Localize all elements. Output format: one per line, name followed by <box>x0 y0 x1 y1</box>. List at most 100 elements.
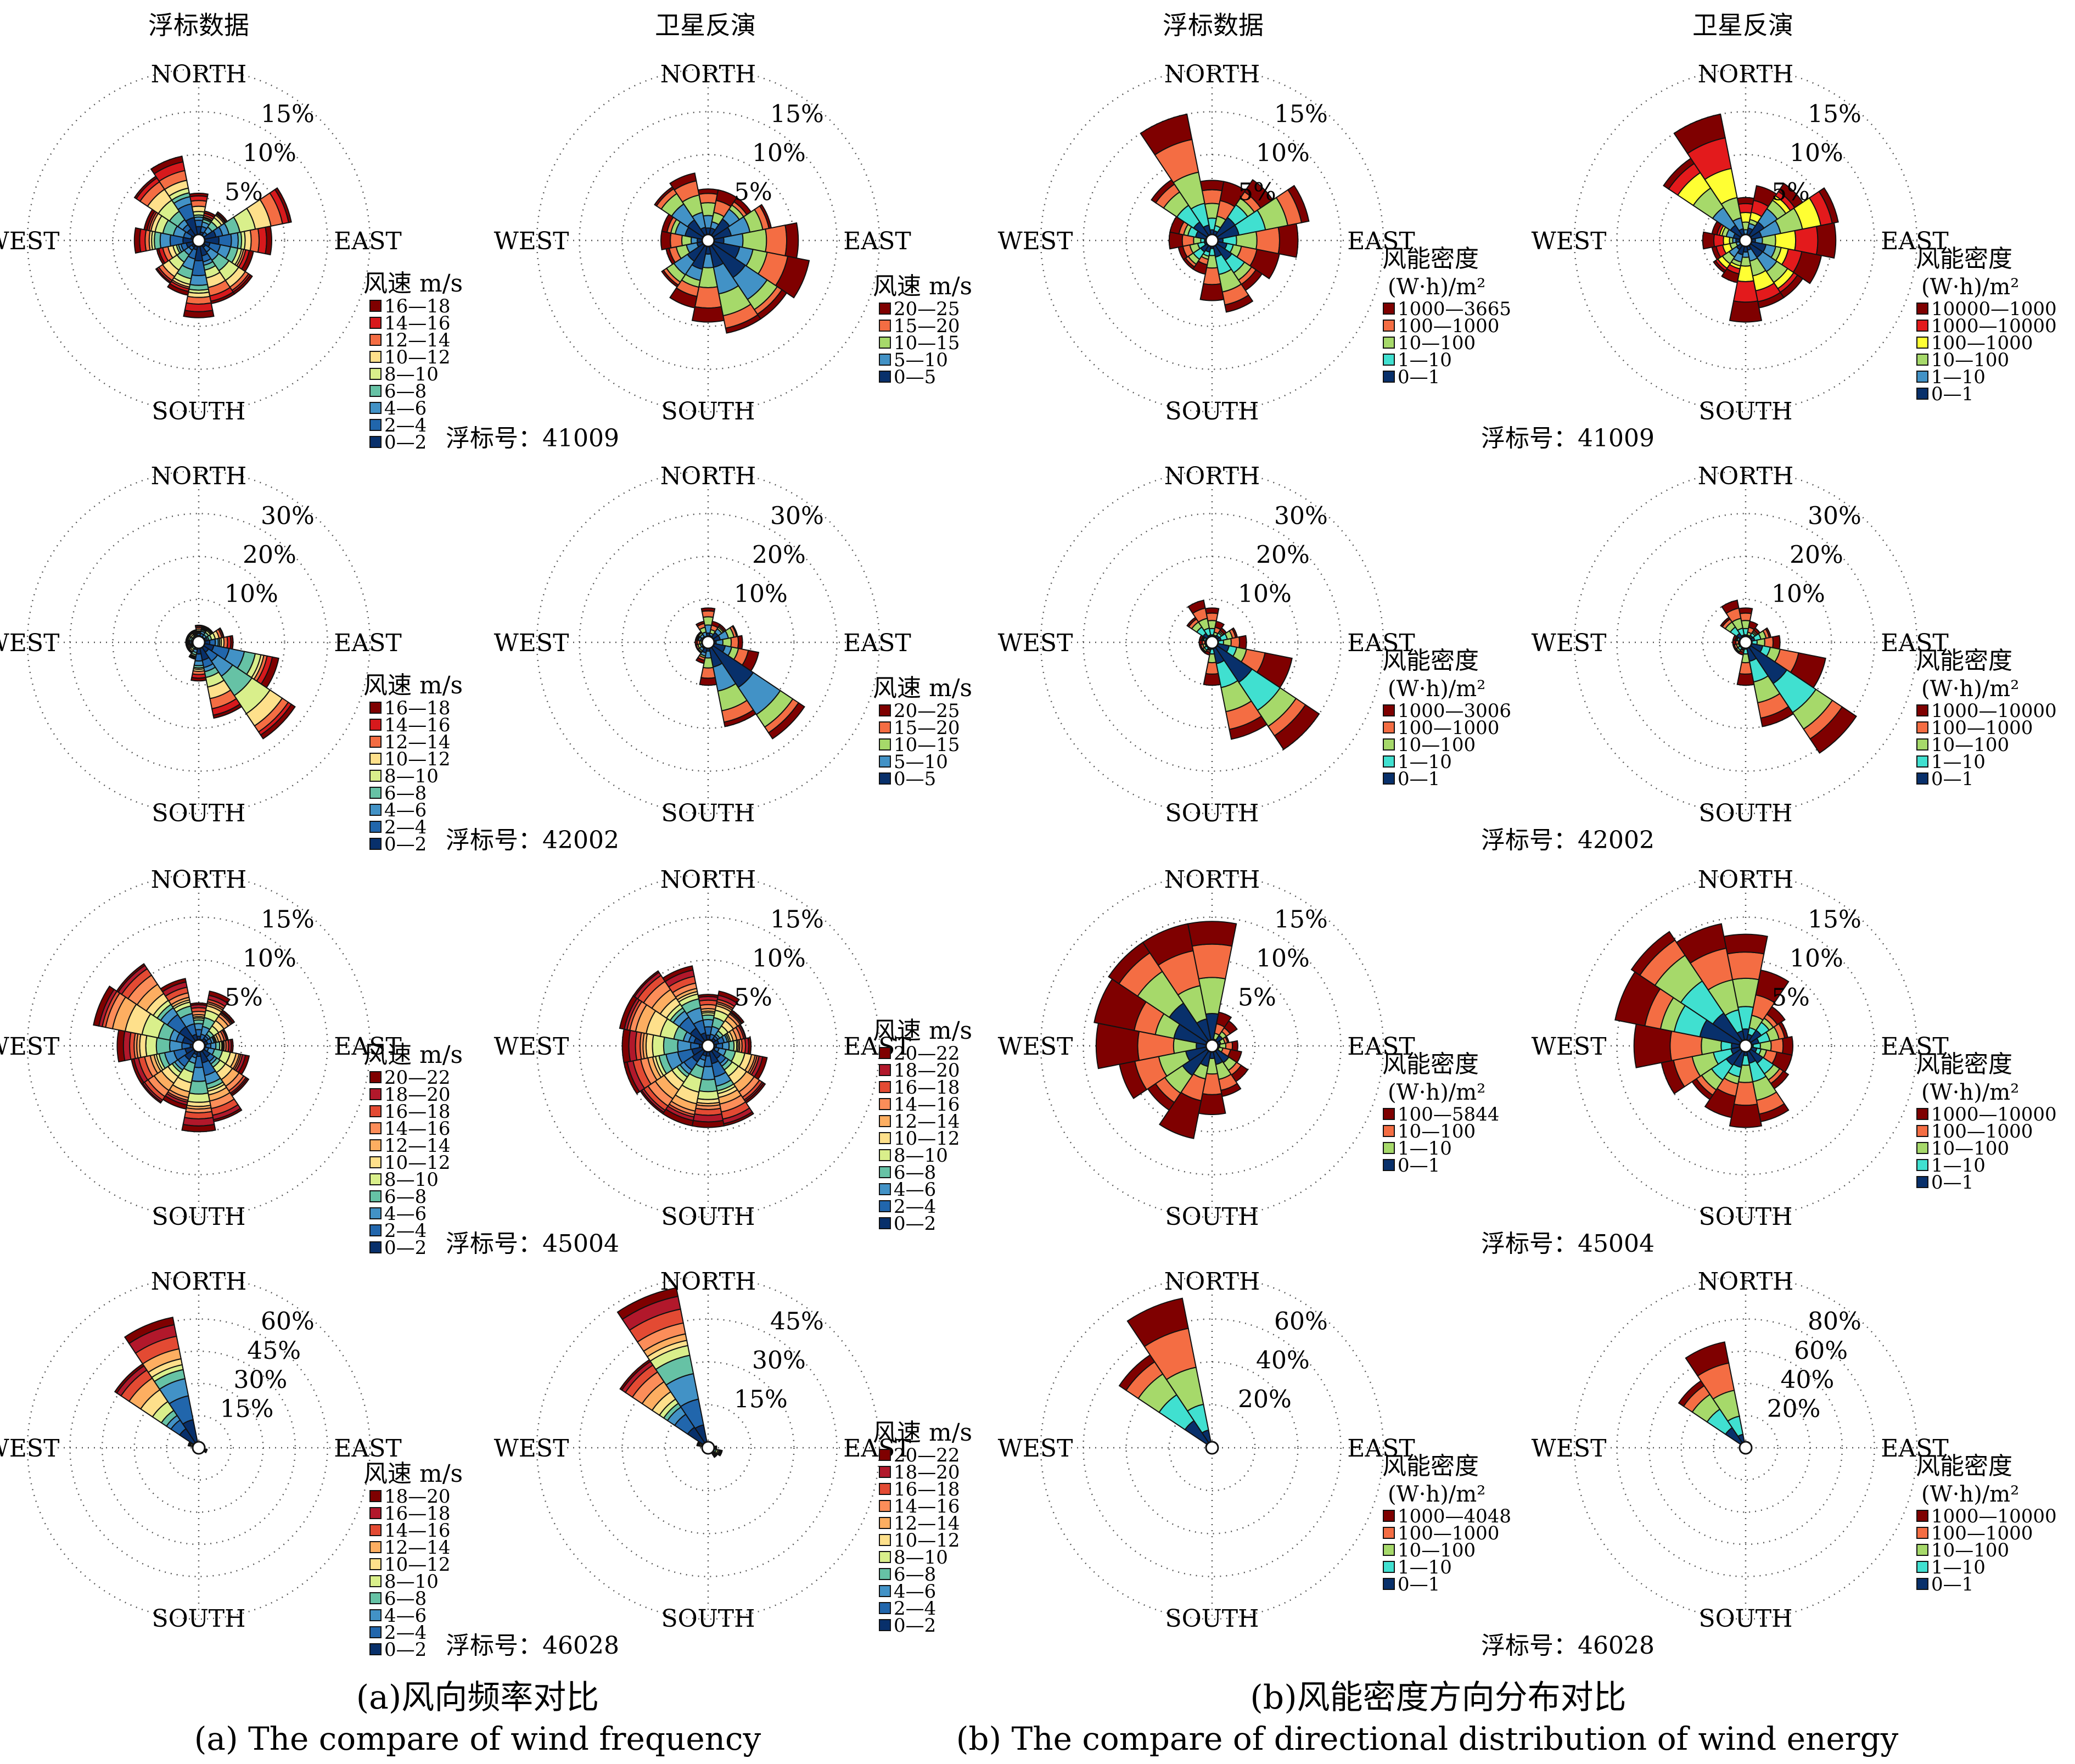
bar-dir10-bin0 <box>155 267 172 284</box>
bar-dir3-bin0 <box>1287 184 1310 223</box>
legend-swatch <box>369 1224 382 1236</box>
legend-label: 20—22 <box>894 1043 960 1065</box>
legend-swatch <box>369 1541 382 1553</box>
dir-east: EAST <box>843 1435 911 1463</box>
rose-41009-1: 5% 10% 15% NORTH SOUTH WEST EAST 风速 m/s16—1814—… <box>0 60 463 453</box>
legend-title: 风能密度 <box>1916 1452 2012 1480</box>
legend-title: 风能密度 <box>1916 245 2012 273</box>
legend-swatch <box>1383 1510 1395 1522</box>
legend-swatch <box>879 738 891 751</box>
legend-label: 1000—3665 <box>1398 298 1511 320</box>
bar-dir8-bin6 <box>189 274 209 286</box>
ring-label: 60% <box>1274 1308 1328 1336</box>
legend-swatch <box>879 1183 891 1195</box>
bar-dir0-bin0 <box>1736 197 1755 205</box>
legend-swatch <box>369 1643 382 1655</box>
grid-ring <box>69 111 328 370</box>
legend-title: 风能密度 <box>1382 1452 1479 1480</box>
dir-east: EAST <box>1881 629 1948 657</box>
ring-label: 10% <box>752 139 806 167</box>
legend-swatch <box>879 1602 891 1614</box>
ring-label: 10% <box>1238 580 1292 608</box>
ring-label: 15% <box>1274 100 1328 128</box>
dir-north: NORTH <box>1698 866 1794 894</box>
bar-dir8-bin0 <box>1203 673 1221 686</box>
legend-label: 10—100 <box>1398 1539 1476 1561</box>
legend-label: 12—14 <box>894 1513 960 1535</box>
ring-label: 10% <box>734 580 788 608</box>
legend-label: 6—8 <box>894 1162 936 1184</box>
bar-dir8-bin1 <box>1738 662 1753 675</box>
bar-dir12-bin6 <box>159 232 172 249</box>
legend-unit: (W·h)/m² <box>1921 275 2019 300</box>
legend-title: 风速 m/s <box>363 270 463 298</box>
bar-dir0-bin1 <box>698 193 718 204</box>
ring-label: 5% <box>1238 983 1276 1011</box>
bar-dir8-bin1 <box>694 286 722 309</box>
legend-label: 0—1 <box>1398 366 1440 388</box>
dir-east: EAST <box>1881 1033 1948 1061</box>
buoy-caption-a: 浮标号：42002 <box>446 826 619 854</box>
dir-east: EAST <box>334 227 401 255</box>
dir-south: SOUTH <box>1698 799 1792 827</box>
grid-ring <box>112 556 285 729</box>
center-hole <box>701 233 715 248</box>
rose-42002-1: 10% 20% 30% NORTH SOUTH WEST EAST 风速 m/s16—1814… <box>0 462 463 855</box>
captions: (a)风向频率对比 (a) The compare of wind freque… <box>194 1678 1899 1757</box>
legend-label: 0—2 <box>384 1237 427 1259</box>
bar-dir12-bin0 <box>116 1029 126 1063</box>
legend-title: 风能密度 <box>1916 1050 2012 1078</box>
bar-dir4-bin0 <box>737 635 743 650</box>
dir-east: EAST <box>1347 1033 1415 1061</box>
bar-dir7-bin0 <box>1224 294 1254 313</box>
bar-dir3-bin0 <box>274 187 292 223</box>
legend-swatch <box>879 772 891 785</box>
legend-swatch <box>1383 337 1395 349</box>
legend-swatch <box>369 1207 382 1219</box>
legend-label: 10—12 <box>384 748 451 770</box>
bar-dir0-bin0 <box>697 994 719 998</box>
ring-label: 10% <box>243 945 296 973</box>
legend-swatch <box>1383 1544 1395 1556</box>
legend-swatch <box>1383 320 1395 332</box>
legend-swatch <box>1916 320 1928 332</box>
ring-label: 10% <box>1256 945 1310 973</box>
legend-label: 12—14 <box>384 731 451 753</box>
bar-dir8-bin6 <box>187 1092 211 1103</box>
legend-swatch <box>1383 303 1395 315</box>
ring-label: 10% <box>1790 945 1843 973</box>
dir-west: WEST <box>0 1033 59 1061</box>
bar-dir4-bin0 <box>1238 635 1247 650</box>
legend-label: 2—4 <box>384 1622 427 1644</box>
legend-label: 1000—10000 <box>1931 315 2057 337</box>
grid-ring <box>1616 111 1875 370</box>
ring-label: 60% <box>1794 1337 1848 1365</box>
legend-label: 6—8 <box>894 1564 936 1586</box>
bar-dir8-bin6 <box>697 1090 720 1100</box>
legend-unit: (W·h)/m² <box>1388 275 1485 300</box>
legend-label: 0—1 <box>1931 383 1973 405</box>
legend-swatch <box>879 1483 891 1495</box>
bar-dir14-bin0 <box>1630 931 1676 976</box>
bar-dir0-bin0 <box>194 624 203 627</box>
legend-title: 风能密度 <box>1382 245 1479 273</box>
ring-label: 5% <box>734 983 772 1011</box>
ring-label: 20% <box>1767 1395 1821 1423</box>
ring-label: 20% <box>243 541 296 569</box>
grid-ring <box>1125 959 1299 1133</box>
legend-title: 风能密度 <box>1382 647 1479 675</box>
bar-dir1-bin0 <box>208 990 231 1004</box>
legend-title: 风速 m/s <box>873 674 972 702</box>
grid-ring <box>101 1350 296 1545</box>
legend-label: 10—100 <box>1398 1121 1476 1143</box>
ring-label: 5% <box>1771 178 1810 206</box>
legend-swatch <box>879 1064 891 1076</box>
legend-label: 8—10 <box>894 1547 948 1569</box>
ring-label: 30% <box>233 1366 287 1394</box>
legend-swatch <box>879 1466 891 1478</box>
bar-dir4-bin1 <box>765 224 788 257</box>
column-titles: 浮标数据 卫星反演 浮标数据 卫星反演 <box>148 10 1793 40</box>
legend-swatch <box>1916 337 1928 349</box>
